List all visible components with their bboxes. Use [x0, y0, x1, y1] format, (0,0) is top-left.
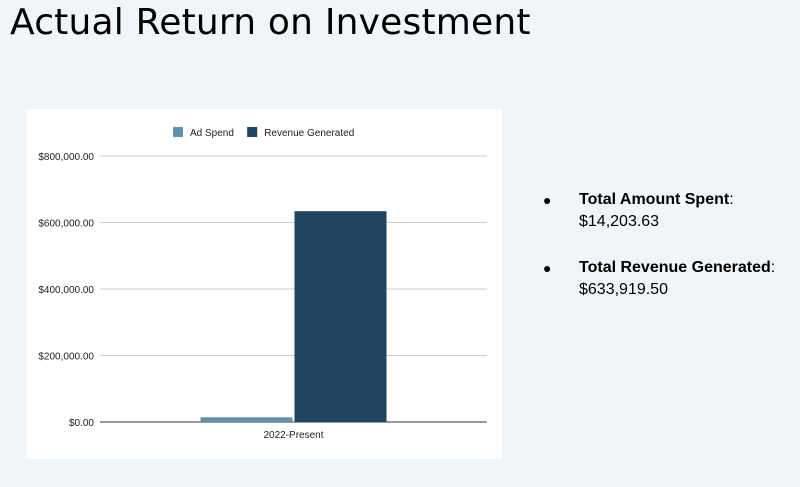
legend-label: Ad Spend — [190, 128, 234, 139]
legend-swatch — [173, 127, 183, 137]
bullet-icon: ● — [543, 260, 552, 276]
y-tick-label: $0.00 — [69, 418, 94, 429]
y-tick-label: $600,000.00 — [38, 219, 94, 230]
summary-sep: : — [729, 191, 734, 208]
bullet-icon: ● — [543, 192, 552, 208]
bar-1 — [294, 211, 387, 422]
legend-swatch — [247, 127, 258, 137]
y-tick-label: $800,000.00 — [38, 152, 94, 163]
summary-value: $14,203.63 — [579, 213, 660, 230]
chart-card: $0.00 $200,000.00 $400,000.00 $600,000.00 $8… — [27, 109, 502, 459]
x-tick-label: 2022-Present — [263, 430, 323, 441]
legend-label: Revenue Generated — [264, 128, 354, 139]
y-tick-label: $200,000.00 — [38, 352, 94, 363]
summary-item-revenue: ● Total Revenue Generated: $633,919.50 — [540, 257, 790, 301]
bar-0 — [200, 417, 293, 422]
slide-title: Actual Return on Investment — [10, 2, 531, 43]
summary-value: $633,919.50 — [579, 281, 668, 298]
roi-bar-chart: $0.00 $200,000.00 $400,000.00 $600,000.00 $8… — [38, 127, 487, 441]
y-tick-label: $400,000.00 — [38, 285, 94, 296]
summary-sep: : — [770, 259, 776, 276]
summary-label: Total Revenue Generated — [579, 259, 771, 276]
summary-list: ● Total Amount Spent: $14,203.63 ● Total… — [540, 189, 790, 325]
summary-item-spent: ● Total Amount Spent: $14,203.63 — [540, 189, 790, 233]
summary-label: Total Amount Spent — [579, 191, 730, 208]
